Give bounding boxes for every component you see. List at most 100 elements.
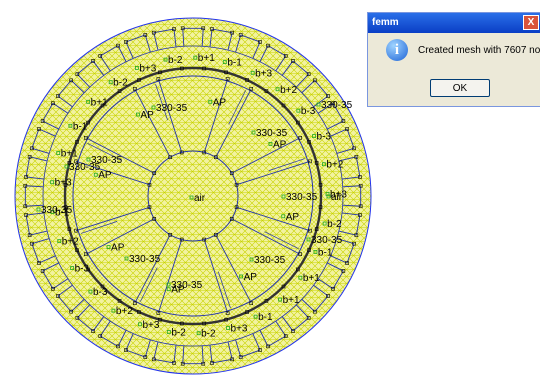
- block-label-marker: [251, 130, 256, 135]
- geometry-node: [67, 161, 72, 165]
- geometry-node: [168, 232, 172, 237]
- slot-label: b-1: [318, 247, 333, 258]
- geometry-node: [117, 299, 122, 303]
- geometry-node: [298, 135, 303, 140]
- material-label: 330-35: [311, 235, 343, 246]
- geometry-node: [238, 355, 243, 359]
- geometry-node: [326, 94, 330, 98]
- slot-side: [31, 147, 50, 154]
- geometry-node: [100, 284, 105, 289]
- info-icon: i: [386, 39, 408, 61]
- slot-side: [117, 45, 127, 62]
- geometry-node: [172, 361, 176, 365]
- geometry-node: [137, 310, 141, 314]
- slot-label: b+3: [231, 324, 248, 335]
- slot-bottom: [25, 214, 31, 236]
- geometry-node: [230, 357, 235, 362]
- geometry-node: [234, 182, 239, 187]
- block-label-marker: [253, 314, 258, 319]
- block-label-marker: [68, 123, 73, 128]
- geometry-node: [40, 269, 45, 273]
- slot-side: [338, 156, 357, 162]
- geometry-node: [229, 171, 234, 175]
- geometry-node: [158, 70, 162, 75]
- material-label: 330-35: [256, 128, 288, 139]
- geometry-node: [249, 301, 254, 306]
- slot-side: [125, 41, 134, 59]
- material-label: 330-35: [91, 155, 123, 166]
- geometry-node: [37, 127, 41, 131]
- geometry-node: [238, 33, 243, 37]
- magnet-label: AP: [273, 139, 287, 150]
- geometry-node: [147, 205, 152, 210]
- block-label-marker: [151, 105, 156, 110]
- geometry-node: [180, 66, 184, 71]
- ok-button[interactable]: OK: [430, 79, 490, 97]
- slot-side: [336, 147, 355, 154]
- geometry-node: [116, 43, 120, 48]
- geometry-node: [83, 135, 88, 140]
- geometry-node: [151, 30, 156, 35]
- block-labels: b-2 b+1 b-1b+3b+2b-3b-3b+2b+3b-2b-1b+1b+1b…: [36, 53, 353, 340]
- magnet-label: AP: [171, 285, 185, 296]
- rotor-spoke: [134, 234, 171, 304]
- geometry-node: [51, 286, 55, 291]
- magnet-label: AP: [213, 97, 227, 108]
- slot-side: [25, 185, 44, 188]
- geometry-node: [283, 54, 288, 58]
- geometry-lines: [23, 26, 363, 366]
- slot-bottom: [77, 317, 94, 332]
- geometry-node: [326, 294, 330, 298]
- slot-side: [301, 298, 316, 312]
- geometry-node: [98, 54, 103, 58]
- slot-side: [252, 41, 261, 59]
- slot-bottom: [292, 60, 309, 75]
- geometry-node: [308, 228, 312, 233]
- material-label: 330-35: [286, 192, 318, 203]
- geometry-node: [313, 78, 317, 83]
- geometry-node: [225, 311, 230, 315]
- geometry-node: [124, 40, 128, 44]
- block-label-marker: [312, 134, 316, 138]
- slot-side: [182, 345, 185, 364]
- geometry-node: [341, 269, 346, 273]
- slot-label: b+3: [142, 320, 159, 331]
- block-label-marker: [124, 256, 129, 261]
- geometry-node: [91, 59, 95, 63]
- slot-side: [317, 278, 334, 290]
- slot-label: b-3: [301, 106, 316, 117]
- slot-bottom: [125, 34, 146, 43]
- block-label-marker: [111, 308, 116, 313]
- block-label-marker: [136, 112, 140, 117]
- slot-side: [92, 316, 105, 332]
- geometry-node: [75, 248, 79, 252]
- close-icon[interactable]: X: [523, 15, 539, 30]
- material-label: 330-35: [171, 280, 203, 291]
- block-label-marker: [306, 237, 311, 242]
- geometry-node: [69, 78, 73, 83]
- dialog-message: Created mesh with 7607 nodes: [418, 45, 540, 56]
- geometry-node: [75, 140, 79, 144]
- geometry-node: [307, 248, 311, 252]
- slot-label: b+1: [303, 273, 320, 284]
- block-label-marker: [249, 257, 254, 262]
- geometry-node: [30, 146, 34, 151]
- block-label-marker: [108, 80, 113, 85]
- slot-bottom: [346, 128, 355, 149]
- slot-side: [327, 120, 344, 130]
- magnet-edge: [264, 231, 299, 249]
- geometry-node: [358, 213, 362, 217]
- slot-side: [275, 55, 287, 72]
- slot-label: b-1: [258, 312, 273, 323]
- slot-bottom: [57, 295, 72, 312]
- geometry-node: [249, 86, 254, 91]
- geometry-node: [314, 227, 319, 231]
- message-dialog: femm X i Created mesh with 7607 nodes OK: [367, 12, 540, 107]
- geometry-node: [56, 294, 60, 298]
- air-label: air: [194, 193, 206, 204]
- geometry-node: [331, 101, 335, 106]
- slot-side: [31, 238, 50, 245]
- slot-bottom: [42, 103, 54, 122]
- block-label-marker: [208, 99, 213, 104]
